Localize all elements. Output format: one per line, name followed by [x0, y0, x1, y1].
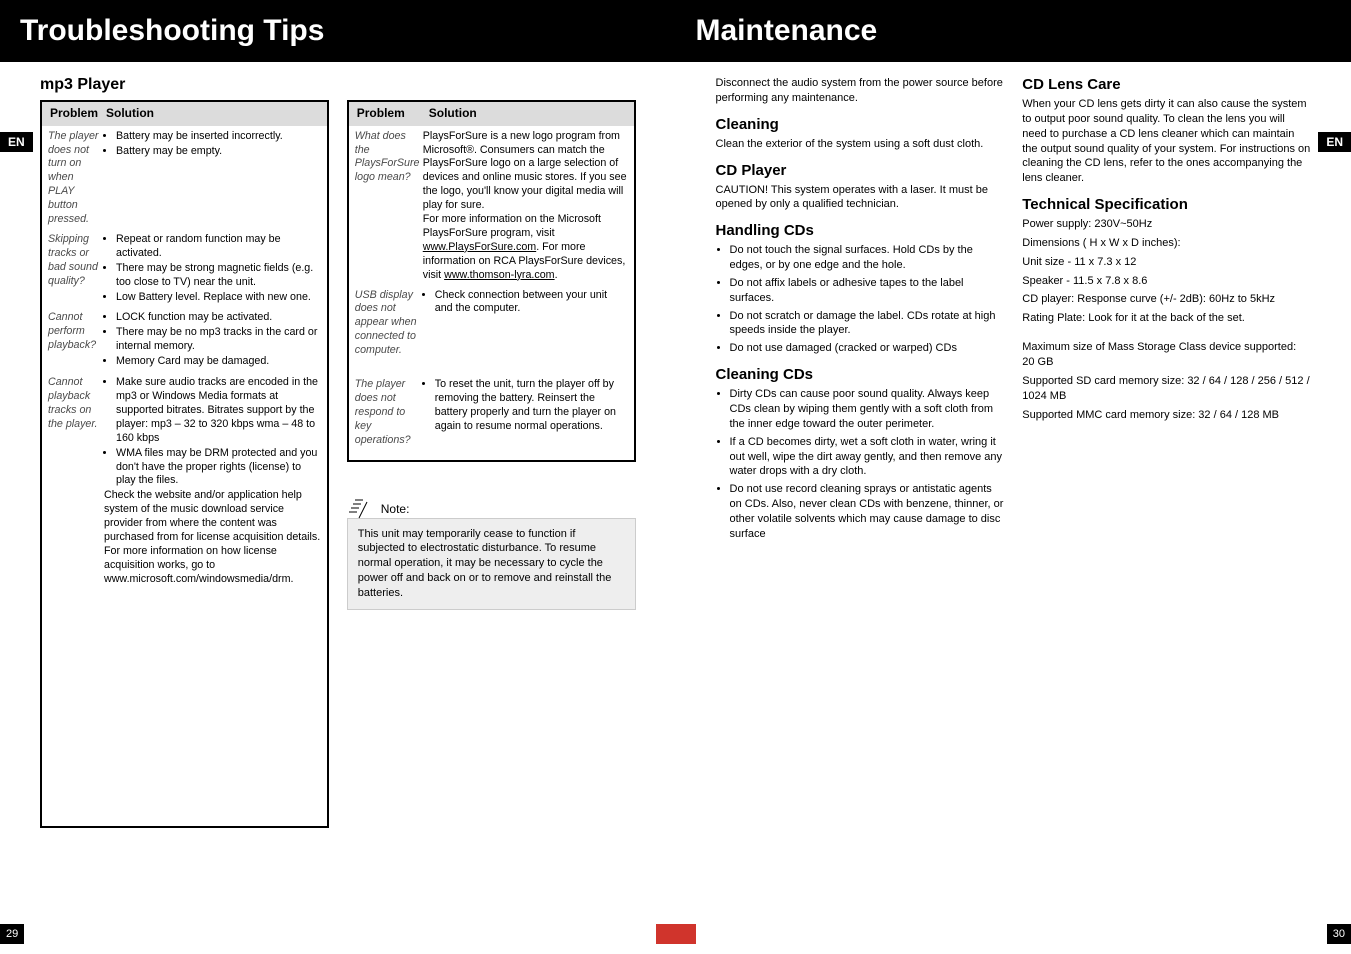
solution-item: Battery may be empty. — [116, 145, 321, 159]
section-heading-mp3: mp3 Player — [40, 76, 636, 94]
solution-item: Repeat or random function may be activat… — [116, 233, 321, 261]
list-item: Do not affix labels or adhesive tapes to… — [730, 276, 1005, 306]
solution-cell: LOCK function may be activated. There ma… — [104, 311, 321, 370]
page-number-left: 29 — [0, 924, 24, 944]
note-icon — [345, 496, 373, 526]
solution-item: Low Battery level. Replace with new one. — [116, 291, 321, 305]
solution-item: LOCK function may be activated. — [116, 311, 321, 325]
list-item: Do not use record cleaning sprays or ant… — [730, 482, 1005, 541]
link-text: www.thomson-lyra.com — [444, 269, 554, 281]
solution-text: PlaysForSure is a new logo program from … — [423, 130, 627, 212]
en-badge-right: EN — [1318, 132, 1351, 152]
tech-extra: Supported SD card memory size: 32 / 64 /… — [1022, 374, 1311, 404]
solution-item: Check connection between your unit and t… — [435, 289, 628, 317]
problem-cell: Cannot playback tracks on the player. — [48, 376, 104, 587]
solution-cell: Make sure audio tracks are encoded in th… — [104, 376, 321, 587]
heading-cleaning-cds: Cleaning CDs — [716, 366, 1005, 383]
link-text: www.PlaysForSure.com — [423, 241, 536, 253]
th-problem: Problem — [42, 102, 98, 126]
solution-item: Make sure audio tracks are encoded in th… — [116, 376, 321, 446]
problem-cell: Cannot perform playback? — [48, 311, 104, 370]
solution-cell: Repeat or random function may be activat… — [104, 233, 321, 306]
tech-line: Unit size - 11 x 7.3 x 12 — [1022, 255, 1311, 270]
solution-extra: Check the website and/or application hel… — [104, 489, 321, 586]
table-row: USB display does not appear when connect… — [355, 289, 628, 359]
heading-cd-player: CD Player — [716, 162, 1005, 179]
solution-item: Memory Card may be damaged. — [116, 355, 321, 369]
tech-extra: Maximum size of Mass Storage Class devic… — [1022, 340, 1311, 370]
page-title-left: Troubleshooting Tips — [0, 0, 676, 62]
heading-lens-care: CD Lens Care — [1022, 76, 1311, 93]
heading-tech-spec: Technical Specification — [1022, 196, 1311, 213]
cleaning-body: Clean the exterior of the system using a… — [716, 137, 1005, 152]
note-title: Note: — [381, 502, 636, 516]
list-item: If a CD becomes dirty, wet a soft cloth … — [730, 435, 1005, 480]
problem-cell: What does the PlaysForSure logo mean? — [355, 130, 423, 283]
problem-cell: USB display does not appear when connect… — [355, 289, 423, 359]
tech-line: Speaker - 11.5 x 7.8 x 8.6 — [1022, 274, 1311, 289]
page-number-right: 30 — [1327, 924, 1351, 944]
problem-cell: Skipping tracks or bad sound quality? — [48, 233, 104, 306]
page-title-right: Maintenance — [676, 0, 1351, 62]
solution-cell: To reset the unit, turn the player off b… — [423, 378, 628, 448]
problem-cell: The player does not turn on when PLAY bu… — [48, 130, 104, 227]
page-stub — [676, 924, 696, 944]
tech-line: Dimensions ( H x W x D inches): — [1022, 236, 1311, 251]
table-row: The player does not respond to key opera… — [355, 378, 628, 448]
table-row: Skipping tracks or bad sound quality? Re… — [48, 233, 321, 306]
list-item: Do not scratch or damage the label. CDs … — [730, 309, 1005, 339]
handling-list: Do not touch the signal surfaces. Hold C… — [716, 243, 1005, 356]
list-item: Do not use damaged (cracked or warped) C… — [730, 341, 1005, 356]
list-item: Dirty CDs can cause poor sound quality. … — [730, 387, 1005, 432]
en-badge-left: EN — [0, 132, 33, 152]
table-row: The player does not turn on when PLAY bu… — [48, 130, 321, 227]
solution-cell: Check connection between your unit and t… — [423, 289, 628, 359]
th-solution: Solution — [98, 102, 162, 126]
heading-cleaning: Cleaning — [716, 116, 1005, 133]
solution-text: For more information on the Microsoft Pl… — [423, 213, 601, 239]
solution-item: Battery may be inserted incorrectly. — [116, 130, 321, 144]
note-container: Note: This unit may temporarily cease to… — [347, 502, 636, 610]
intro-text: Disconnect the audio system from the pow… — [716, 76, 1005, 106]
solution-cell: Battery may be inserted incorrectly. Bat… — [104, 130, 321, 227]
solution-text: . — [555, 269, 558, 281]
tech-line: Power supply: 230V~50Hz — [1022, 217, 1311, 232]
th-solution: Solution — [421, 102, 485, 126]
note-body: This unit may temporarily cease to funct… — [347, 518, 636, 610]
solution-item: There may be no mp3 tracks in the card o… — [116, 326, 321, 354]
table-row: What does the PlaysForSure logo mean? Pl… — [355, 130, 628, 283]
table-row: Cannot playback tracks on the player. Ma… — [48, 376, 321, 587]
list-item: Do not touch the signal surfaces. Hold C… — [730, 243, 1005, 273]
lens-body: When your CD lens gets dirty it can also… — [1022, 97, 1311, 186]
cd-player-body: CAUTION! This system operates with a las… — [716, 183, 1005, 213]
tech-line: CD player: Response curve (+/- 2dB): 60H… — [1022, 292, 1311, 307]
solution-item: WMA files may be DRM protected and you d… — [116, 447, 321, 489]
cleaning-cds-list: Dirty CDs can cause poor sound quality. … — [716, 387, 1005, 541]
solution-item: To reset the unit, turn the player off b… — [435, 378, 628, 434]
th-problem: Problem — [349, 102, 421, 126]
solution-cell: PlaysForSure is a new logo program from … — [423, 130, 628, 283]
troubleshooting-table-left: Problem Solution The player does not tur… — [40, 100, 329, 828]
page-stub — [656, 924, 676, 944]
table-row: Cannot perform playback? LOCK function m… — [48, 311, 321, 370]
solution-item: There may be strong magnetic fields (e.g… — [116, 262, 321, 290]
troubleshooting-table-right: Problem Solution What does the PlaysForS… — [347, 100, 636, 462]
tech-extra: Supported MMC card memory size: 32 / 64 … — [1022, 408, 1311, 423]
heading-handling-cds: Handling CDs — [716, 222, 1005, 239]
problem-cell: The player does not respond to key opera… — [355, 378, 423, 448]
tech-line: Rating Plate: Look for it at the back of… — [1022, 311, 1311, 326]
